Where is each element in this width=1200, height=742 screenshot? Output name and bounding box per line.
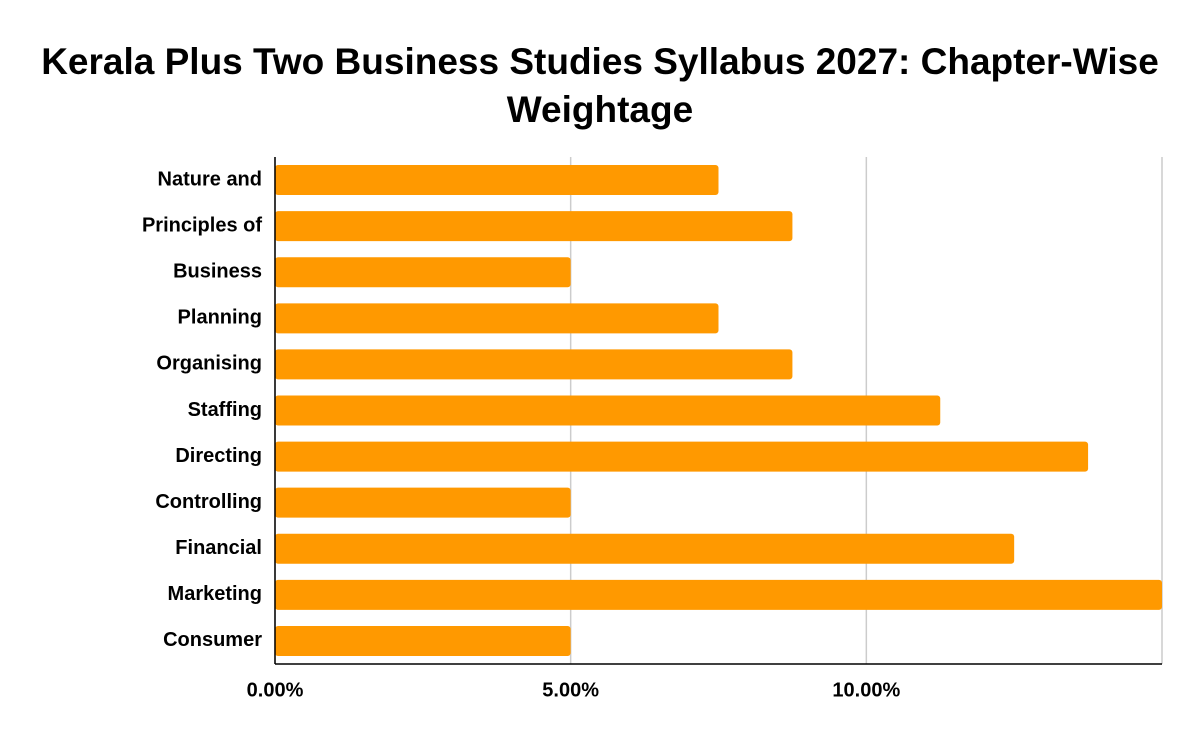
y-tick-label: Organising [156,353,262,375]
bar [275,579,1162,610]
y-tick-label: Planning [178,307,262,329]
bar [275,487,571,518]
bar [275,165,719,196]
x-tick-label: 5.00% [542,679,599,701]
bar [275,533,1015,564]
y-tick-label: Directing [175,445,262,467]
bar [275,395,941,426]
bar [275,211,793,242]
bar [275,441,1089,472]
y-tick-label: Nature and [158,168,262,190]
x-tick-label: 10.00% [832,679,900,701]
x-tick-label: 0.00% [247,679,304,701]
bar [275,349,793,380]
y-tick-label: Marketing [168,583,262,605]
y-tick-label: Controlling [155,491,262,513]
bar [275,625,571,656]
y-tick-label: Consumer [163,629,262,651]
y-tick-label: Staffing [188,399,262,421]
bar [275,257,571,288]
y-tick-label: Financial [175,537,262,559]
bar [275,303,719,334]
y-tick-label: Principles of [142,214,262,236]
chart-title: Kerala Plus Two Business Studies Syllabu… [41,41,1159,130]
y-tick-label: Business [173,261,262,283]
